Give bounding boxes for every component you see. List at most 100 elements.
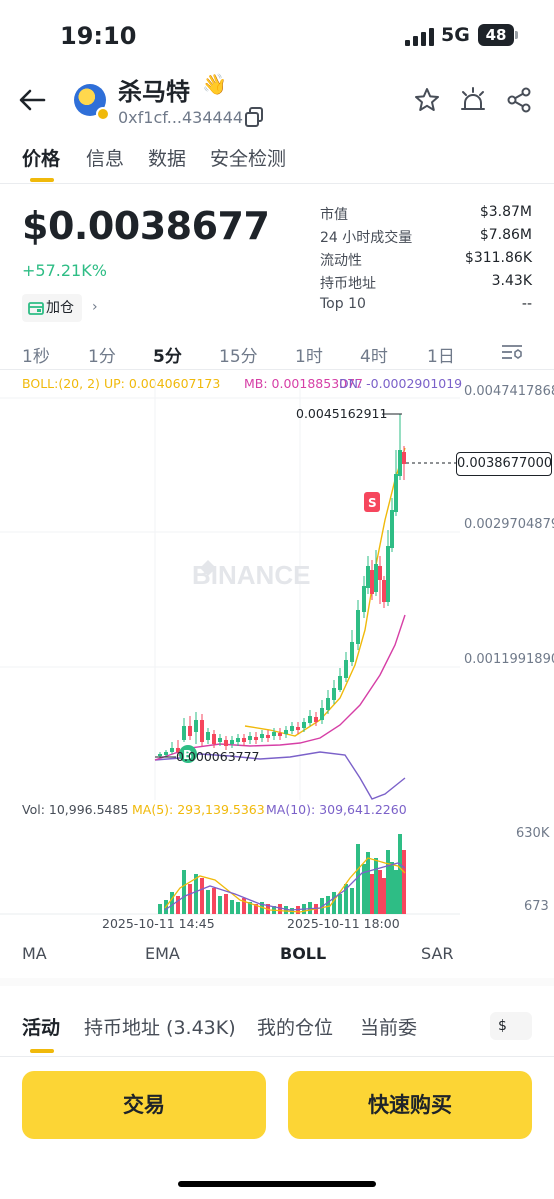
candle-body: [386, 546, 390, 602]
copy-icon[interactable]: [244, 107, 264, 127]
alert-icon[interactable]: [459, 86, 487, 114]
candle-body: [212, 734, 216, 744]
wallet-icon: [28, 302, 44, 315]
volume-bar: [402, 850, 406, 914]
cellular-signal-icon: [405, 28, 434, 46]
candle-body: [164, 752, 168, 755]
interval-1s[interactable]: 1秒: [22, 347, 50, 367]
network-type: 5G: [441, 24, 470, 46]
indicator-tab-sar[interactable]: SAR: [421, 944, 454, 963]
volume-bars-group: [158, 834, 406, 914]
tab-open-orders[interactable]: 当前委: [360, 1017, 418, 1039]
candle-body: [230, 740, 234, 744]
chain-badge-icon: [96, 107, 110, 121]
interval-4h[interactable]: 4时: [360, 347, 388, 367]
tab-security[interactable]: 安全检测: [210, 148, 287, 170]
tab-active-indicator: [30, 178, 54, 182]
buy-marker-bg: [179, 745, 197, 763]
candle-body: [338, 676, 342, 690]
stat-value-volume: $7.86M: [479, 227, 532, 243]
x-axis-date-right: 2025-10-11 18:00: [287, 916, 400, 931]
share-icon[interactable]: [505, 86, 533, 114]
volume-bar: [278, 904, 282, 914]
boll-mb-line: [154, 614, 406, 761]
x-axis-date-left: 2025-10-11 14:45: [102, 916, 215, 931]
candle-body: [356, 610, 360, 644]
volume-bar: [224, 894, 228, 914]
binance-logo-icon: [200, 560, 216, 576]
current-price-tag: 0.0038677000: [456, 452, 552, 476]
volume-bar: [230, 900, 234, 914]
interval-15m[interactable]: 15分: [219, 347, 258, 367]
volume-bar: [158, 904, 162, 914]
tab-price[interactable]: 价格: [22, 148, 61, 170]
candle-body: [374, 564, 378, 592]
indicator-tab-ema[interactable]: EMA: [145, 944, 180, 963]
ma5-label: MA(5): 293,139.5363: [132, 802, 265, 817]
volume-bar: [206, 890, 210, 914]
interval-5m[interactable]: 5分: [153, 347, 182, 367]
add-position-button[interactable]: 加仓: [22, 294, 82, 322]
candle-body: [314, 717, 318, 722]
candle-body: [350, 642, 354, 662]
quick-buy-button[interactable]: 快速购买: [288, 1071, 532, 1139]
star-icon[interactable]: [413, 86, 441, 114]
tab-my-positions[interactable]: 我的仓位: [257, 1017, 334, 1039]
volume-bar: [366, 852, 370, 914]
chart-settings-icon[interactable]: [500, 342, 524, 362]
buy-marker: B: [183, 748, 192, 762]
stat-label-top10: Top 10: [320, 296, 366, 312]
trade-button[interactable]: 交易: [22, 1071, 266, 1139]
candle-body: [290, 726, 294, 731]
volume-bar: [386, 850, 390, 914]
candle-body: [378, 566, 382, 580]
candle-body: [188, 726, 192, 736]
y-axis-label-top: 0.0047417868: [464, 384, 554, 399]
candle-body: [272, 732, 276, 736]
price-change: +57.21K%: [22, 261, 107, 280]
boll-up-label: UP: 0.0040607173: [104, 376, 221, 391]
volume-bar: [248, 902, 252, 914]
section-separator: [0, 978, 554, 986]
candle-body: [394, 474, 398, 512]
volume-bar: [218, 896, 222, 914]
candle-body: [370, 570, 374, 594]
volume-bar: [308, 902, 312, 914]
tab-holders[interactable]: 持币地址 (3.43K): [84, 1017, 236, 1039]
volume-bar: [200, 878, 204, 914]
candle-body: [402, 452, 406, 464]
indicator-tab-ma[interactable]: MA: [22, 944, 47, 963]
sell-marker-bg: [364, 492, 380, 512]
volume-y-top: 630K: [516, 826, 550, 841]
interval-1m[interactable]: 1分: [88, 347, 116, 367]
volume-bar: [344, 884, 348, 914]
candle-body: [248, 736, 252, 740]
interval-1h[interactable]: 1时: [295, 347, 323, 367]
candlestick-chart[interactable]: BINANCE 0.0045162911 S B 0.000063777: [0, 380, 460, 800]
y-axis-label-mid: 0.0029704879: [464, 517, 554, 532]
interval-1d[interactable]: 1日: [427, 347, 455, 367]
back-arrow-icon[interactable]: [18, 88, 46, 112]
ma10-label: MA(10): 309,641.2260: [266, 802, 407, 817]
tab-info[interactable]: 信息: [86, 148, 125, 170]
high-price-label: 0.0045162911: [296, 406, 387, 421]
currency-toggle[interactable]: $: [490, 1012, 532, 1040]
candle-body: [390, 510, 394, 548]
bottom-tabs-divider: [0, 1056, 554, 1057]
volume-bar: [188, 884, 192, 914]
indicator-tab-boll[interactable]: BOLL: [280, 944, 327, 963]
stat-value-liquidity: $311.86K: [464, 250, 532, 266]
volume-chart[interactable]: [0, 818, 460, 918]
stat-label-volume: 24 小时成交量: [320, 230, 413, 246]
candle-body: [236, 738, 240, 742]
volume-bar: [374, 858, 378, 914]
volume-bar: [350, 888, 354, 914]
volume-bar: [370, 874, 374, 914]
candle-body: [362, 586, 366, 612]
low-price-label: 0.000063777: [176, 749, 260, 764]
chevron-right-icon[interactable]: ›: [92, 299, 98, 315]
stat-label-holders: 持币地址: [320, 276, 376, 292]
tab-data[interactable]: 数据: [148, 148, 187, 170]
candle-body: [260, 734, 264, 738]
tab-activity[interactable]: 活动: [22, 1017, 61, 1039]
